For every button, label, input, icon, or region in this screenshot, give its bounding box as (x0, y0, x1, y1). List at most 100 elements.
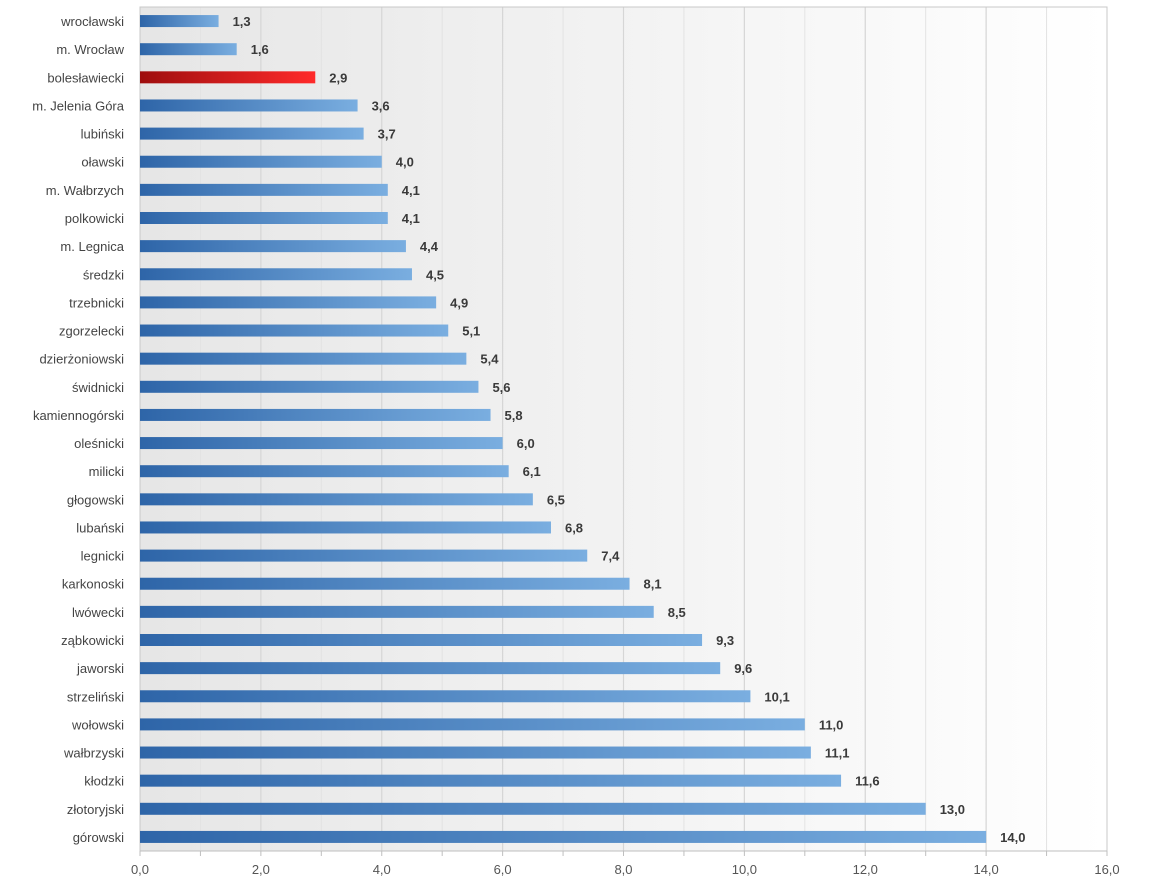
bar-3 (140, 99, 358, 112)
category-label: ząbkowicki (61, 633, 124, 648)
value-label: 5,8 (505, 408, 523, 423)
category-label: m. Wałbrzych (46, 183, 124, 198)
category-label: kłodzki (84, 774, 124, 789)
bar-21 (140, 605, 654, 618)
value-label: 6,8 (565, 520, 583, 535)
value-label: 3,6 (372, 98, 390, 113)
bar-6 (140, 183, 388, 196)
category-label: polkowicki (65, 211, 124, 226)
value-label: 11,0 (819, 717, 844, 732)
bar-28 (140, 802, 926, 815)
value-label: 9,3 (716, 633, 734, 648)
category-label: m. Jelenia Góra (32, 98, 125, 113)
category-label: świdnicki (72, 380, 124, 395)
bar-29 (140, 830, 987, 843)
x-tick-label: 14,0 (973, 862, 998, 877)
category-label: dzierżoniowski (39, 352, 124, 367)
value-label: 10,1 (764, 689, 789, 704)
bar-24 (140, 690, 751, 703)
grid-lines (199, 7, 1048, 851)
category-label: średzki (83, 267, 124, 282)
category-label: wrocławski (60, 14, 124, 29)
bar-23 (140, 662, 721, 675)
bars (140, 15, 987, 843)
bar-8 (140, 240, 406, 253)
value-label: 4,1 (402, 183, 420, 198)
x-tick-label: 4,0 (373, 862, 391, 877)
category-label: złotoryjski (67, 802, 124, 817)
bar-10 (140, 296, 437, 309)
category-label: wołowski (71, 717, 124, 732)
category-label: głogowski (67, 492, 124, 507)
category-label: lwówecki (72, 605, 124, 620)
category-label: karkonoski (62, 577, 124, 592)
value-label: 1,6 (251, 42, 269, 57)
category-label: jaworski (76, 661, 124, 676)
value-label: 6,5 (547, 492, 565, 507)
category-label: wałbrzyski (63, 746, 124, 761)
category-label: trzebnicki (69, 295, 124, 310)
value-label: 9,6 (734, 661, 752, 676)
value-label: 6,1 (523, 464, 541, 479)
bar-5 (140, 155, 382, 168)
category-label: legnicki (81, 549, 124, 564)
value-label: 11,6 (855, 774, 880, 789)
x-tick-label: 8,0 (614, 862, 632, 877)
bar-12 (140, 352, 467, 365)
x-tick-label: 16,0 (1094, 862, 1119, 877)
category-label: górowski (73, 830, 124, 845)
x-axis: 0,0 2,0 4,0 6,0 8,0 10,0 12,0 14,0 16,0 (131, 850, 1120, 877)
bar-17 (140, 493, 533, 506)
value-label: 4,4 (420, 239, 439, 254)
value-label: 7,4 (601, 549, 620, 564)
bar-9 (140, 268, 412, 281)
bar-0 (140, 15, 219, 28)
category-label: lubański (76, 520, 124, 535)
value-label: 5,1 (462, 324, 480, 339)
bar-19 (140, 549, 588, 562)
x-tick-label: 0,0 (131, 862, 149, 877)
bar-15 (140, 437, 503, 450)
bar-26 (140, 746, 811, 759)
value-label: 1,3 (233, 14, 251, 29)
category-label: milicki (89, 464, 124, 479)
category-label: bolesławiecki (47, 70, 124, 85)
category-label: lubiński (81, 127, 124, 142)
bar-18 (140, 521, 551, 534)
category-labels: wrocławski m. Wrocław bolesławiecki m. Jele… (32, 14, 125, 845)
value-label: 4,1 (402, 211, 420, 226)
bar-4 (140, 127, 364, 140)
value-label: 5,4 (480, 352, 499, 367)
value-labels: 1,31,62,93,63,74,04,14,14,44,54,95,15,45… (233, 14, 1026, 845)
bar-16 (140, 465, 509, 478)
value-label: 4,5 (426, 267, 444, 282)
category-label: m. Wrocław (56, 42, 124, 57)
bar-14 (140, 408, 491, 421)
value-label: 8,5 (668, 605, 686, 620)
x-tick-label: 12,0 (853, 862, 878, 877)
value-label: 14,0 (1000, 830, 1025, 845)
category-label: oławski (81, 155, 124, 170)
bar-22 (140, 634, 703, 646)
bar-20 (140, 577, 630, 590)
bar-27 (140, 774, 842, 787)
bar-2 (140, 71, 316, 84)
value-label: 4,9 (450, 295, 468, 310)
bar-1 (140, 43, 237, 56)
bar-13 (140, 380, 479, 393)
value-label: 8,1 (644, 577, 662, 592)
value-label: 4,0 (396, 155, 414, 170)
value-label: 13,0 (940, 802, 965, 817)
x-tick-label: 2,0 (252, 862, 270, 877)
value-label: 5,6 (492, 380, 510, 395)
x-tick-label: 6,0 (494, 862, 512, 877)
x-tick-label: 10,0 (732, 862, 757, 877)
value-label: 11,1 (825, 746, 850, 761)
bar-7 (140, 212, 388, 224)
category-label: zgorzelecki (59, 324, 124, 339)
category-label: m. Legnica (60, 239, 124, 254)
category-label: kamiennogórski (33, 408, 124, 423)
value-label: 6,0 (517, 436, 535, 451)
category-label: oleśnicki (74, 436, 124, 451)
